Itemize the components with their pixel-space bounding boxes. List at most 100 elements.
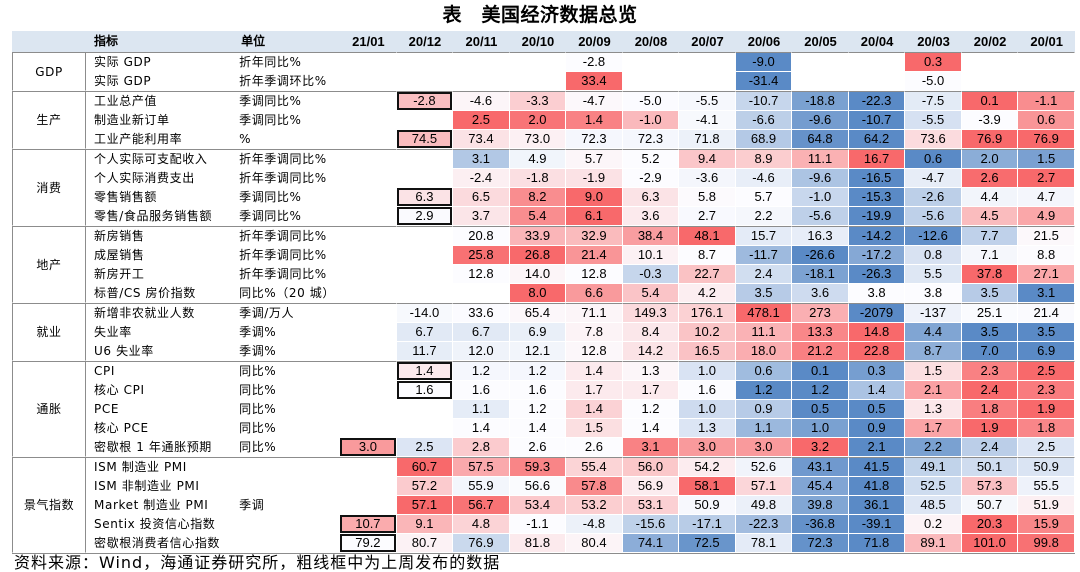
- column-header-20-07: 20/07: [679, 31, 736, 52]
- value-cell-r0-0-c8: [792, 52, 849, 72]
- value-cell-r6-3-c1: 9.1: [396, 515, 454, 534]
- value-cell-r3-2-c12: 27.1: [1018, 265, 1075, 284]
- value-cell-r2-3-c1: 2.9: [396, 207, 454, 226]
- indicator-label: 新房开工: [86, 265, 234, 284]
- unit-label: [233, 477, 341, 496]
- value-cell-r4-2-c3: 12.1: [509, 342, 567, 361]
- value-cell-r4-2-c11: 7.0: [961, 342, 1019, 361]
- value-cell-r6-3-c3: -1.1: [509, 515, 567, 534]
- value-cell-r6-2-c10: 48.5: [905, 496, 962, 515]
- table-row: Sentix 投资信心指数 10.7 9.1 4.8 -1.1 -4.8 -15.6 -17.…: [12, 515, 1075, 534]
- value-cell-r3-3-c4: 6.6: [566, 284, 623, 303]
- value-cell-r5-2-c12: 1.9: [1018, 400, 1075, 419]
- value-cell-r4-1-c3: 6.9: [509, 323, 567, 342]
- value-cell-r6-4-c2: 76.9: [453, 534, 510, 553]
- value-cell-r2-0-c8: 11.1: [792, 149, 849, 169]
- column-header-20-01: 20/01: [1018, 31, 1075, 52]
- value-cell-r0-0-c6: [679, 52, 736, 72]
- source-note: 资料来源：Wind，海通证券研究所，粗线框中为上周发布的数据: [14, 553, 501, 572]
- value-cell-r3-2-c10: 5.5: [905, 265, 962, 284]
- value-cell-r6-4-c8: 72.3: [792, 534, 849, 553]
- value-cell-r4-2-c7: 18.0: [735, 342, 793, 361]
- value-cell-r5-3-c2: 1.4: [453, 419, 510, 438]
- value-cell-r4-0-c12: 21.4: [1018, 303, 1075, 323]
- value-cell-r6-0-c2: 57.5: [453, 457, 510, 477]
- value-cell-r2-1-c5: -2.9: [622, 169, 680, 188]
- value-cell-r5-4-c3: 2.6: [509, 438, 567, 457]
- value-cell-r3-2-c4: 12.8: [566, 265, 623, 284]
- value-cell-r6-4-c4: 80.4: [566, 534, 623, 553]
- value-cell-r2-3-c2: 3.7: [453, 207, 510, 226]
- header-row: 指标 单位 21/01 20/12 20/11 20/10 20/09 20/08 20/0…: [12, 31, 1075, 52]
- value-cell-r1-1-c11: -3.9: [961, 111, 1019, 130]
- unit-label: 季调: [233, 496, 341, 515]
- value-cell-r5-0-c0: [340, 361, 397, 381]
- value-cell-r6-4-c1: 80.7: [396, 534, 454, 553]
- value-cell-r6-4-c5: 74.1: [622, 534, 680, 553]
- unit-label: [233, 457, 341, 477]
- column-header-20-12: 20/12: [396, 31, 454, 52]
- value-cell-r5-4-c1: 2.5: [396, 438, 454, 457]
- table-row: 零售/食品服务销售额 季调同比% 2.9 3.7 5.4 6.1 3.6 2.7 2.2 -5.6…: [12, 207, 1075, 226]
- value-cell-r3-2-c3: 14.0: [509, 265, 567, 284]
- indicator-label: 工业产能利用率: [86, 130, 234, 149]
- value-cell-r5-0-c1: 1.4: [396, 361, 454, 381]
- value-cell-r6-1-c8: 45.4: [792, 477, 849, 496]
- value-cell-r6-4-c9: 71.8: [848, 534, 906, 553]
- value-cell-r3-1-c2: 25.8: [453, 246, 510, 265]
- value-cell-r1-1-c1: [396, 111, 454, 130]
- table-row: 新房开工 折年季调同比% 12.8 14.0 12.8 -0.3 22.7 2.4 -18.1-…: [12, 265, 1075, 284]
- indicator-label: 零售/食品服务销售额: [86, 207, 234, 226]
- column-header-21-01: 21/01: [340, 31, 397, 52]
- value-cell-r5-4-c5: 3.1: [622, 438, 680, 457]
- value-cell-r1-1-c3: 2.0: [509, 111, 567, 130]
- value-cell-r1-0-c4: -4.7: [566, 91, 623, 111]
- unit-label: 季调/万人: [233, 303, 341, 323]
- header-group: [12, 31, 87, 52]
- table-row: 通胀 CPI 同比% 1.4 1.2 1.2 1.4 1.3 1.0 0.6 0.1 0.3 1.5 2.…: [12, 361, 1075, 457]
- column-header-20-03: 20/03: [905, 31, 962, 52]
- table-row: 核心 PCE 同比% 1.4 1.4 1.5 1.4 1.3 1.1 1.0 0.9 1.7 1.9 1…: [12, 419, 1075, 438]
- value-cell-r1-1-c0: [340, 111, 397, 130]
- value-cell-r1-2-c9: 64.2: [848, 130, 906, 149]
- value-cell-r4-1-c10: 4.4: [905, 323, 962, 342]
- value-cell-r4-1-c11: 3.5: [961, 323, 1019, 342]
- value-cell-r1-2-c6: 71.8: [679, 130, 736, 149]
- value-cell-r0-0-c7: -9.0: [735, 52, 793, 72]
- value-cell-r5-1-c2: 1.6: [453, 381, 510, 400]
- value-cell-r4-0-c6: 176.1: [679, 303, 736, 323]
- value-cell-r6-0-c5: 56.0: [622, 457, 680, 477]
- table-row: 制造业新订单 季调同比% 2.5 2.0 1.4 -1.0 -4.1 -6.6 -9.6 -10.…: [12, 111, 1075, 130]
- value-cell-r1-0-c3: -3.3: [509, 91, 567, 111]
- group-label: GDP: [12, 52, 87, 91]
- value-cell-r2-1-c12: 2.7: [1018, 169, 1075, 188]
- value-cell-r6-1-c11: 57.3: [961, 477, 1019, 496]
- value-cell-r6-2-c0: [340, 496, 397, 515]
- value-cell-r6-2-c12: 51.9: [1018, 496, 1075, 515]
- value-cell-r0-0-c9: [848, 52, 906, 72]
- table-row: Market 制造业 PMI 季调 57.1 56.7 53.4 53.2 53.1 50.9…: [12, 496, 1075, 515]
- table-row: PCE 同比% 1.1 1.2 1.4 1.2 1.0 0.9 0.5 0.5 1.3 1.8 1.9: [12, 400, 1075, 419]
- value-cell-r0-1-c2: [453, 72, 510, 91]
- indicator-label: 失业率: [86, 323, 234, 342]
- group-label: 地产: [12, 226, 87, 303]
- value-cell-r5-4-c11: 2.4: [961, 438, 1019, 457]
- value-cell-r3-3-c7: 3.5: [735, 284, 793, 303]
- header-unit: 单位: [233, 31, 341, 52]
- value-cell-r1-2-c10: 73.6: [905, 130, 962, 149]
- value-cell-r2-0-c5: 5.2: [622, 149, 680, 169]
- value-cell-r1-0-c6: -5.5: [679, 91, 736, 111]
- indicator-label: 新房销售: [86, 226, 234, 246]
- value-cell-r6-3-c2: 4.8: [453, 515, 510, 534]
- value-cell-r5-2-c6: 1.0: [679, 400, 736, 419]
- value-cell-r1-2-c5: 72.3: [622, 130, 680, 149]
- value-cell-r5-3-c10: 1.7: [905, 419, 962, 438]
- table-row: GDP 实际 GDP 折年同比% -2.8 -9.0 0.3: [12, 52, 1075, 91]
- value-cell-r6-2-c6: 50.9: [679, 496, 736, 515]
- value-cell-r6-0-c12: 50.9: [1018, 457, 1075, 477]
- value-cell-r3-0-c1: [396, 226, 454, 246]
- value-cell-r4-0-c7: 478.1: [735, 303, 793, 323]
- value-cell-r5-2-c7: 0.9: [735, 400, 793, 419]
- value-cell-r6-4-c12: 99.8: [1018, 534, 1075, 553]
- column-header-20-09: 20/09: [566, 31, 623, 52]
